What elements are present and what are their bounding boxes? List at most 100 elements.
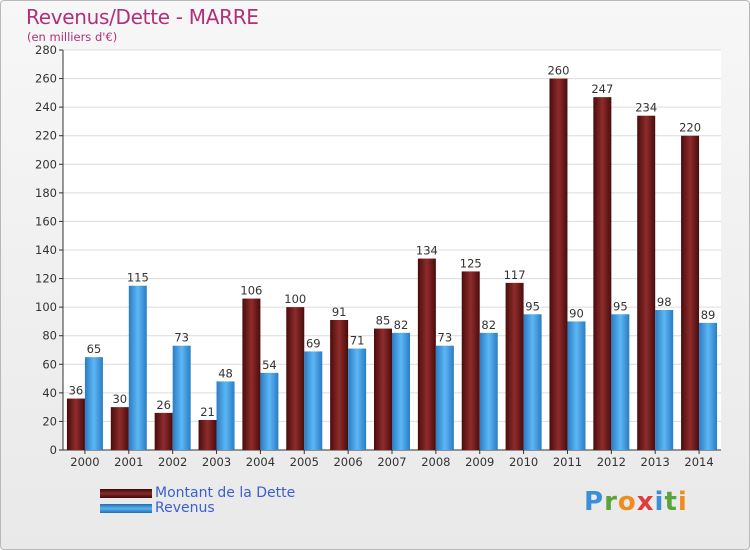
x-tick-label: 2013 bbox=[641, 455, 670, 469]
bar-revenus bbox=[567, 321, 586, 450]
bar-dette bbox=[198, 420, 217, 450]
data-label-revenus: 98 bbox=[657, 295, 672, 309]
legend-swatch-revenus bbox=[100, 504, 152, 513]
x-tick-label: 2011 bbox=[553, 455, 582, 469]
bar-revenus bbox=[655, 310, 674, 450]
y-tick-label: 260 bbox=[35, 72, 57, 86]
bar-revenus bbox=[611, 314, 630, 450]
data-label-revenus: 69 bbox=[306, 336, 321, 350]
bar-revenus bbox=[84, 357, 103, 450]
legend-label-revenus: Revenus bbox=[155, 500, 215, 516]
x-tick-label: 2008 bbox=[421, 455, 450, 469]
bar-dette bbox=[374, 328, 392, 450]
bar-dette bbox=[242, 298, 261, 450]
bar-revenus bbox=[172, 345, 191, 450]
data-label-dette: 234 bbox=[635, 101, 657, 115]
bar-revenus bbox=[523, 314, 542, 450]
logo-letter: i bbox=[654, 487, 665, 517]
bar-dette bbox=[505, 282, 524, 450]
data-label-revenus: 65 bbox=[87, 342, 102, 356]
x-tick-label: 2014 bbox=[684, 455, 713, 469]
bar-revenus bbox=[435, 345, 454, 450]
logo-letter: t bbox=[664, 487, 678, 517]
legend-label-dette: Montant de la Dette bbox=[155, 485, 296, 501]
x-tick-label: 2006 bbox=[333, 455, 362, 469]
data-label-revenus: 82 bbox=[481, 318, 496, 332]
x-tick-label: 2007 bbox=[377, 455, 406, 469]
bar-revenus bbox=[348, 348, 367, 450]
data-label-revenus: 90 bbox=[569, 306, 584, 320]
y-tick-label: 180 bbox=[35, 186, 57, 200]
y-tick-label: 0 bbox=[50, 443, 57, 457]
data-label-revenus: 73 bbox=[438, 331, 453, 345]
x-tick-label: 2012 bbox=[597, 455, 626, 469]
data-label-dette: 117 bbox=[504, 268, 526, 282]
data-label-dette: 91 bbox=[332, 305, 347, 319]
bar-revenus bbox=[479, 332, 498, 450]
data-label-revenus: 48 bbox=[218, 366, 233, 380]
bar-dette bbox=[286, 307, 305, 450]
bar-dette bbox=[681, 135, 700, 450]
y-tick-label: 100 bbox=[35, 300, 57, 314]
bar-dette bbox=[549, 78, 568, 451]
data-label-dette: 100 bbox=[284, 292, 306, 306]
bar-revenus bbox=[216, 381, 235, 450]
legend-swatch-dette bbox=[100, 489, 152, 498]
data-label-revenus: 54 bbox=[262, 358, 277, 372]
y-tick-label: 240 bbox=[35, 100, 57, 114]
proxiti-logo: Proxiti bbox=[584, 487, 688, 517]
bar-dette bbox=[330, 320, 349, 450]
bar-dette bbox=[593, 97, 612, 451]
data-label-revenus: 95 bbox=[613, 299, 628, 313]
data-label-dette: 134 bbox=[416, 244, 438, 258]
y-tick-label: 200 bbox=[35, 157, 57, 171]
chart-title: Revenus/Dette - MARRE bbox=[26, 5, 259, 29]
data-label-dette: 21 bbox=[200, 405, 215, 419]
data-label-dette: 106 bbox=[240, 284, 262, 298]
data-label-revenus: 89 bbox=[701, 308, 716, 322]
x-tick-label: 2005 bbox=[290, 455, 319, 469]
y-tick-label: 40 bbox=[42, 386, 57, 400]
bar-dette bbox=[66, 398, 85, 450]
x-tick-label: 2004 bbox=[246, 455, 275, 469]
logo-letter: r bbox=[604, 487, 618, 517]
y-tick-label: 120 bbox=[35, 272, 57, 286]
bar-revenus bbox=[699, 322, 718, 450]
y-tick-label: 80 bbox=[42, 329, 57, 343]
bar-revenus bbox=[304, 351, 323, 450]
bar-revenus bbox=[392, 332, 410, 450]
data-label-revenus: 95 bbox=[525, 299, 540, 313]
data-label-dette: 30 bbox=[112, 392, 127, 406]
y-tick-label: 160 bbox=[35, 214, 57, 228]
bar-revenus bbox=[128, 285, 147, 450]
data-label-dette: 260 bbox=[547, 64, 569, 78]
y-tick-label: 140 bbox=[35, 243, 57, 257]
data-label-dette: 220 bbox=[679, 121, 701, 135]
x-tick-label: 2001 bbox=[114, 455, 143, 469]
data-label-revenus: 82 bbox=[394, 318, 409, 332]
data-label-dette: 247 bbox=[591, 82, 613, 96]
bar-dette bbox=[637, 115, 656, 450]
y-tick-label: 20 bbox=[42, 414, 57, 428]
data-label-revenus: 115 bbox=[127, 271, 149, 285]
x-tick-label: 2009 bbox=[465, 455, 494, 469]
data-label-dette: 26 bbox=[156, 398, 171, 412]
data-label-dette: 85 bbox=[376, 314, 391, 328]
data-label-dette: 125 bbox=[460, 256, 482, 270]
data-label-revenus: 71 bbox=[350, 334, 365, 348]
y-tick-label: 220 bbox=[35, 129, 57, 143]
chart-subtitle: (en milliers d'€) bbox=[27, 30, 118, 44]
logo-letter: i bbox=[677, 487, 688, 517]
logo-letter: P bbox=[584, 487, 605, 517]
x-tick-label: 2010 bbox=[509, 455, 538, 469]
x-tick-label: 2002 bbox=[158, 455, 187, 469]
bar-dette bbox=[110, 407, 129, 450]
data-label-revenus: 73 bbox=[174, 331, 189, 345]
logo-letter: x bbox=[636, 487, 655, 517]
x-tick-label: 2003 bbox=[202, 455, 231, 469]
bar-dette bbox=[154, 412, 173, 450]
bar-revenus bbox=[260, 372, 279, 450]
y-tick-label: 60 bbox=[42, 357, 57, 371]
y-tick-label: 280 bbox=[35, 43, 57, 57]
